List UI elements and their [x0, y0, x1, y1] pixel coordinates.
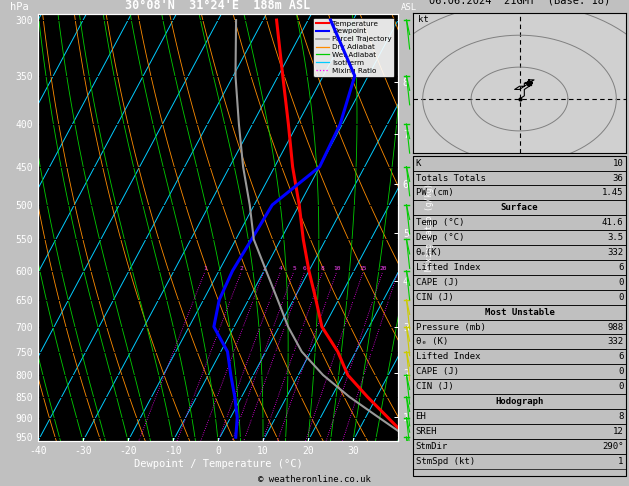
- Text: 30°08'N  31°24'E  188m ASL: 30°08'N 31°24'E 188m ASL: [125, 0, 311, 12]
- Text: Lifted Index: Lifted Index: [416, 352, 480, 361]
- Text: Pressure (mb): Pressure (mb): [416, 323, 486, 331]
- Text: 06.06.2024  21GMT  (Base: 18): 06.06.2024 21GMT (Base: 18): [429, 0, 610, 5]
- Text: 0: 0: [618, 278, 623, 287]
- Text: 4: 4: [279, 266, 282, 271]
- Text: 1: 1: [203, 266, 207, 271]
- Text: hPa: hPa: [9, 1, 28, 12]
- Text: 15: 15: [360, 266, 367, 271]
- Text: StmSpd (kt): StmSpd (kt): [416, 457, 475, 466]
- Text: 6: 6: [618, 263, 623, 272]
- Text: kt: kt: [418, 16, 428, 24]
- Text: 0: 0: [618, 367, 623, 376]
- Text: 1: 1: [618, 457, 623, 466]
- Text: 10: 10: [613, 158, 623, 168]
- Text: 332: 332: [608, 248, 623, 257]
- Text: 988: 988: [608, 323, 623, 331]
- Legend: Temperature, Dewpoint, Parcel Trajectory, Dry Adiabat, Wet Adiabat, Isotherm, Mi: Temperature, Dewpoint, Parcel Trajectory…: [313, 17, 394, 77]
- Text: 3: 3: [262, 266, 266, 271]
- Text: 2: 2: [240, 266, 243, 271]
- Text: 332: 332: [608, 337, 623, 347]
- Text: 20: 20: [379, 266, 387, 271]
- Text: StmDir: StmDir: [416, 442, 448, 451]
- Text: Dewp (°C): Dewp (°C): [416, 233, 464, 242]
- Text: 290°: 290°: [602, 442, 623, 451]
- Text: CIN (J): CIN (J): [416, 382, 453, 391]
- Text: 8: 8: [618, 412, 623, 421]
- Text: SREH: SREH: [416, 427, 437, 436]
- Text: Lifted Index: Lifted Index: [416, 263, 480, 272]
- Text: 3.5: 3.5: [608, 233, 623, 242]
- Text: km
ASL: km ASL: [401, 0, 417, 12]
- Text: Hodograph: Hodograph: [495, 397, 543, 406]
- Text: θₑ (K): θₑ (K): [416, 337, 448, 347]
- Text: 41.6: 41.6: [602, 218, 623, 227]
- X-axis label: Dewpoint / Temperature (°C): Dewpoint / Temperature (°C): [133, 459, 303, 469]
- Text: 0: 0: [618, 382, 623, 391]
- Text: 8: 8: [321, 266, 325, 271]
- Text: 5: 5: [292, 266, 296, 271]
- Text: K: K: [416, 158, 421, 168]
- Text: Mixing Ratio (g/kg): Mixing Ratio (g/kg): [425, 184, 434, 272]
- Text: Totals Totals: Totals Totals: [416, 174, 486, 183]
- Text: EH: EH: [416, 412, 426, 421]
- Text: 10: 10: [333, 266, 341, 271]
- Text: θₑ(K): θₑ(K): [416, 248, 442, 257]
- Text: PW (cm): PW (cm): [416, 189, 453, 197]
- Text: CAPE (J): CAPE (J): [416, 367, 459, 376]
- Text: 0: 0: [618, 293, 623, 302]
- Text: CAPE (J): CAPE (J): [416, 278, 459, 287]
- Text: 6: 6: [618, 352, 623, 361]
- Text: 6: 6: [303, 266, 307, 271]
- Text: Most Unstable: Most Unstable: [484, 308, 554, 316]
- Text: Temp (°C): Temp (°C): [416, 218, 464, 227]
- Text: 12: 12: [613, 427, 623, 436]
- Text: CIN (J): CIN (J): [416, 293, 453, 302]
- Text: 36: 36: [613, 174, 623, 183]
- Text: © weatheronline.co.uk: © weatheronline.co.uk: [258, 475, 371, 484]
- Text: Surface: Surface: [501, 203, 538, 212]
- Text: 1.45: 1.45: [602, 189, 623, 197]
